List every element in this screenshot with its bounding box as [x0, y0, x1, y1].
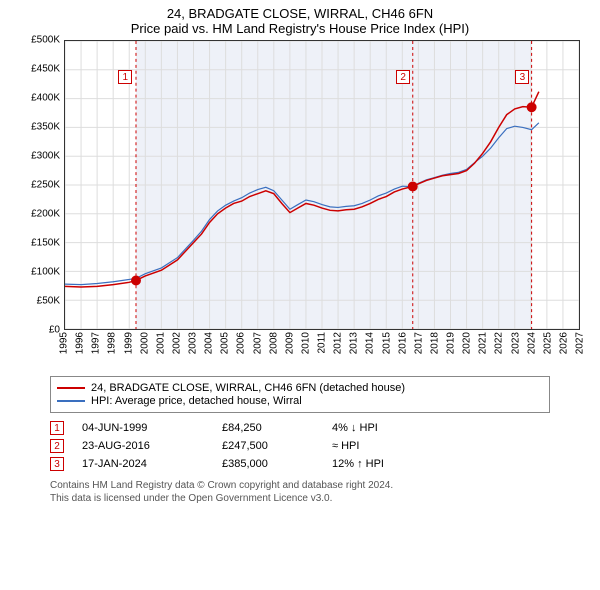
footer: Contains HM Land Registry data © Crown c… [50, 479, 550, 505]
sales-table: 1 04-JUN-1999£84,2504% ↓ HPI 2 23-AUG-2016£… [50, 421, 550, 471]
marker-label: 3 [515, 70, 529, 84]
x-tick: 1997 [91, 332, 102, 354]
legend-item: HPI: Average price, detached house, Wirr… [57, 395, 543, 407]
x-tick: 2014 [365, 332, 376, 354]
title-block: 24, BRADGATE CLOSE, WIRRAL, CH46 6FN Pri… [0, 0, 600, 40]
y-tick: £450K [31, 64, 60, 75]
legend: 24, BRADGATE CLOSE, WIRRAL, CH46 6FN (de… [50, 376, 550, 413]
x-tick: 2003 [188, 332, 199, 354]
y-tick: £100K [31, 267, 60, 278]
legend-swatch [57, 387, 85, 389]
sales-marker-box: 1 [50, 421, 64, 435]
legend-label: HPI: Average price, detached house, Wirr… [91, 395, 302, 407]
sales-diff: 12% ↑ HPI [332, 458, 442, 470]
x-tick: 2021 [478, 332, 489, 354]
sales-row: 2 23-AUG-2016£247,500≈ HPI [50, 439, 550, 453]
plot-area: £0£50K£100K£150K£200K£250K£300K£350K£400… [20, 40, 580, 370]
y-tick: £50K [37, 296, 60, 307]
y-tick: £250K [31, 180, 60, 191]
x-tick: 2001 [155, 332, 166, 354]
x-tick: 2012 [333, 332, 344, 354]
footer-line2: This data is licensed under the Open Gov… [50, 492, 550, 505]
y-tick: £400K [31, 93, 60, 104]
x-tick: 2006 [236, 332, 247, 354]
legend-swatch [57, 400, 85, 402]
x-tick: 2027 [575, 332, 586, 354]
x-tick: 2026 [558, 332, 569, 354]
title-address: 24, BRADGATE CLOSE, WIRRAL, CH46 6FN [0, 6, 600, 21]
x-tick: 2000 [139, 332, 150, 354]
legend-item: 24, BRADGATE CLOSE, WIRRAL, CH46 6FN (de… [57, 382, 543, 394]
marker-label: 1 [118, 70, 132, 84]
x-tick: 2019 [446, 332, 457, 354]
x-tick: 2018 [429, 332, 440, 354]
marker-label: 2 [396, 70, 410, 84]
x-tick: 2004 [204, 332, 215, 354]
sales-price: £247,500 [222, 440, 332, 452]
sales-date: 23-AUG-2016 [82, 440, 222, 452]
sales-diff: 4% ↓ HPI [332, 422, 442, 434]
x-tick: 2008 [268, 332, 279, 354]
footer-line1: Contains HM Land Registry data © Crown c… [50, 479, 550, 492]
sales-row: 1 04-JUN-1999£84,2504% ↓ HPI [50, 421, 550, 435]
x-tick: 1998 [107, 332, 118, 354]
x-tick: 2007 [252, 332, 263, 354]
x-tick: 2002 [171, 332, 182, 354]
sales-date: 17-JAN-2024 [82, 458, 222, 470]
plot: 1 2 3 [64, 40, 580, 330]
x-tick: 2016 [397, 332, 408, 354]
x-tick: 2009 [284, 332, 295, 354]
x-tick: 2024 [526, 332, 537, 354]
x-tick: 1996 [75, 332, 86, 354]
y-tick: £150K [31, 238, 60, 249]
y-tick: £300K [31, 151, 60, 162]
chart-container: 24, BRADGATE CLOSE, WIRRAL, CH46 6FN Pri… [0, 0, 600, 505]
x-tick: 2023 [510, 332, 521, 354]
y-tick: £200K [31, 209, 60, 220]
x-tick: 2017 [413, 332, 424, 354]
x-tick: 2015 [381, 332, 392, 354]
y-axis: £0£50K£100K£150K£200K£250K£300K£350K£400… [20, 40, 64, 330]
x-axis: 1995199619971998199920002001200220032004… [64, 330, 580, 370]
y-tick: £500K [31, 35, 60, 46]
y-tick: £350K [31, 122, 60, 133]
x-tick: 2025 [542, 332, 553, 354]
x-tick: 1995 [59, 332, 70, 354]
sales-diff: ≈ HPI [332, 440, 442, 452]
sales-price: £385,000 [222, 458, 332, 470]
sales-marker-box: 3 [50, 457, 64, 471]
sales-price: £84,250 [222, 422, 332, 434]
title-subtitle: Price paid vs. HM Land Registry's House … [0, 21, 600, 36]
x-tick: 2022 [494, 332, 505, 354]
sales-row: 3 17-JAN-2024£385,00012% ↑ HPI [50, 457, 550, 471]
x-tick: 2020 [462, 332, 473, 354]
sales-date: 04-JUN-1999 [82, 422, 222, 434]
x-tick: 2005 [220, 332, 231, 354]
legend-label: 24, BRADGATE CLOSE, WIRRAL, CH46 6FN (de… [91, 382, 405, 394]
sales-marker-box: 2 [50, 439, 64, 453]
x-tick: 2011 [317, 332, 328, 354]
plot-svg [65, 41, 579, 329]
x-tick: 1999 [123, 332, 134, 354]
x-tick: 2010 [300, 332, 311, 354]
x-tick: 2013 [349, 332, 360, 354]
